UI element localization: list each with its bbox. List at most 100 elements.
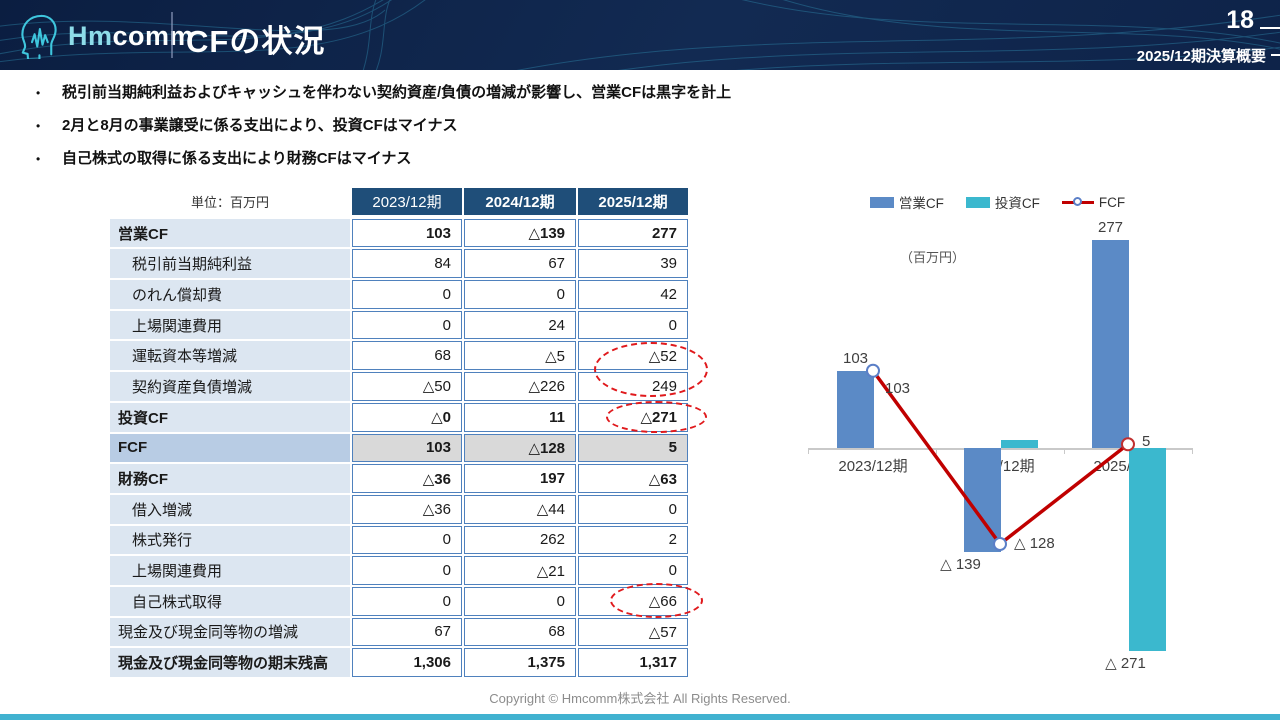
fcf-value-label: △ 128 xyxy=(1014,535,1055,552)
table-row-label: 上場関連費用 xyxy=(110,556,350,585)
table-cell: 0 xyxy=(464,280,576,309)
x-axis-label: 2023/12期 xyxy=(838,458,908,475)
table-cell: 197 xyxy=(464,464,576,493)
hmcomm-logo-icon xyxy=(21,14,57,59)
table-row-label: 自己株式取得 xyxy=(110,586,350,616)
table-cell: △139 xyxy=(464,218,576,248)
table-cell: △271 xyxy=(578,402,688,432)
table-cell: 0 xyxy=(352,556,462,585)
table-cell: 0 xyxy=(352,525,462,555)
table-cell: 84 xyxy=(352,249,462,279)
table-cell: 249 xyxy=(578,372,688,401)
table-cell: △5 xyxy=(464,341,576,371)
bullet-item: • 税引前当期純利益およびキャッシュを伴わない契約資産/負債の増減が影響し、営業… xyxy=(36,84,731,102)
bar-value-label: △ 271 xyxy=(1105,655,1146,673)
table-row-label: 運転資本等増減 xyxy=(110,341,350,371)
table-cell: △36 xyxy=(352,464,462,493)
chart-legend: 営業CF 投資CF FCF xyxy=(800,192,1195,212)
table-cell: 103 xyxy=(352,218,462,248)
table-cell: 0 xyxy=(578,310,688,340)
header-wave-pattern xyxy=(0,0,1280,70)
table-cell: △0 xyxy=(352,402,462,432)
table-cell: 0 xyxy=(352,586,462,616)
table-cell: 42 xyxy=(578,280,688,309)
table-row-label: 現金及び現金同等物の期末残高 xyxy=(110,648,350,677)
table-cell: 0 xyxy=(464,586,576,616)
table-cell: △66 xyxy=(578,586,688,616)
fcf-marker xyxy=(866,363,880,378)
table-cell: 0 xyxy=(352,310,462,340)
table-cell: 2 xyxy=(578,525,688,555)
table-row-label: 契約資産負債増減 xyxy=(110,372,350,401)
bullet-text: 自己株式の取得に係る支出により財務CFはマイナス xyxy=(62,150,412,167)
table-cell: 0 xyxy=(578,556,688,585)
chart-tick xyxy=(1064,448,1065,454)
table-row-label: 投資CF xyxy=(110,402,350,432)
page-number-dash xyxy=(1260,27,1280,29)
bar-operating-cf xyxy=(837,370,874,448)
legend-item: 営業CF xyxy=(869,192,944,212)
bullet-list: • 税引前当期純利益およびキャッシュを伴わない契約資産/負債の増減が影響し、営業… xyxy=(36,84,731,183)
table-cell: 1,375 xyxy=(464,648,576,677)
table-cell: 11 xyxy=(464,402,576,432)
bar-investing-cf xyxy=(1001,439,1038,448)
legend-text: 投資CF xyxy=(994,196,1040,211)
table-cell: △52 xyxy=(578,341,688,371)
table-cell: 1,317 xyxy=(578,648,688,677)
table-cell: 5 xyxy=(578,433,688,463)
table-cell: 67 xyxy=(464,249,576,279)
bullet-dot: • xyxy=(36,86,41,100)
cf-table: 単位：百万円 2023/12期 2024/12期 2025/12期営業CF 103 △13… xyxy=(110,188,688,677)
table-row-label: 税引前当期純利益 xyxy=(110,249,350,279)
bullet-item: • 2月と8月の事業譲受に係る支出により、投資CFはマイナス xyxy=(36,117,731,135)
legend-marker xyxy=(1072,196,1082,206)
table-row-label: 現金及び現金同等物の増減 xyxy=(110,617,350,647)
legend-swatch xyxy=(869,196,894,208)
bar-investing-cf xyxy=(1129,448,1166,652)
table-cell: △63 xyxy=(578,464,688,493)
fcf-line xyxy=(866,363,1135,551)
table-row-label: 借入増減 xyxy=(110,494,350,524)
table-cell: 39 xyxy=(578,249,688,279)
hmcomm-logo: Hmcomm xyxy=(18,13,194,59)
logo-text: Hmcomm xyxy=(68,21,194,52)
bullet-dot: • xyxy=(36,152,41,166)
footer-accent-bar xyxy=(0,714,1280,720)
header-bar: Hmcomm CFの状況 18 2025/12期決算概要 xyxy=(0,0,1280,70)
bar-value-label: 277 xyxy=(1097,219,1124,237)
legend-item: 投資CF xyxy=(965,192,1040,212)
chart-tick xyxy=(1192,448,1193,454)
table-row-label: 財務CF xyxy=(110,464,350,493)
table-column-header: 2023/12期 xyxy=(352,188,462,215)
table-cell: △226 xyxy=(464,372,576,401)
bullet-text: 税引前当期純利益およびキャッシュを伴わない契約資産/負債の増減が影響し、営業CF… xyxy=(62,84,732,101)
table-cell: 262 xyxy=(464,525,576,555)
chart-tick xyxy=(936,448,937,454)
fcf-value-label: 5 xyxy=(1142,433,1151,451)
bar-value-label: △ 139 xyxy=(940,556,981,574)
logo-text-hm: Hm xyxy=(68,20,113,51)
table-column-header: 2025/12期 xyxy=(578,188,688,215)
table-cell: 68 xyxy=(464,617,576,647)
table-row-label: 株式発行 xyxy=(110,525,350,555)
chart-tick xyxy=(808,448,809,454)
table-row-label: 営業CF xyxy=(110,218,350,248)
table-cell: 277 xyxy=(578,218,688,248)
bar-value-label: 103 xyxy=(842,349,869,367)
logo-text-comm: comm xyxy=(112,20,195,51)
legend-item: FCF xyxy=(1061,195,1125,210)
table-row-label: FCF xyxy=(110,433,350,463)
bullet-item: • 自己株式の取得に係る支出により財務CFはマイナス xyxy=(36,150,731,168)
chart-unit-label: （百万円） xyxy=(900,250,966,265)
table-cell: △50 xyxy=(352,372,462,401)
bar-operating-cf xyxy=(1092,240,1129,448)
bullet-text: 2月と8月の事業譲受に係る支出により、投資CFはマイナス xyxy=(62,117,458,134)
footer-copyright: Copyright © Hmcomm株式会社 All Rights Reserv… xyxy=(489,691,791,706)
table-cell: 24 xyxy=(464,310,576,340)
table-cell: 0 xyxy=(352,280,462,309)
table-unit-label: 単位：百万円 xyxy=(190,195,269,210)
page-title: CFの状況 xyxy=(186,24,326,59)
table-column-header: 2024/12期 xyxy=(464,188,576,215)
table-cell: 1,306 xyxy=(352,648,462,677)
